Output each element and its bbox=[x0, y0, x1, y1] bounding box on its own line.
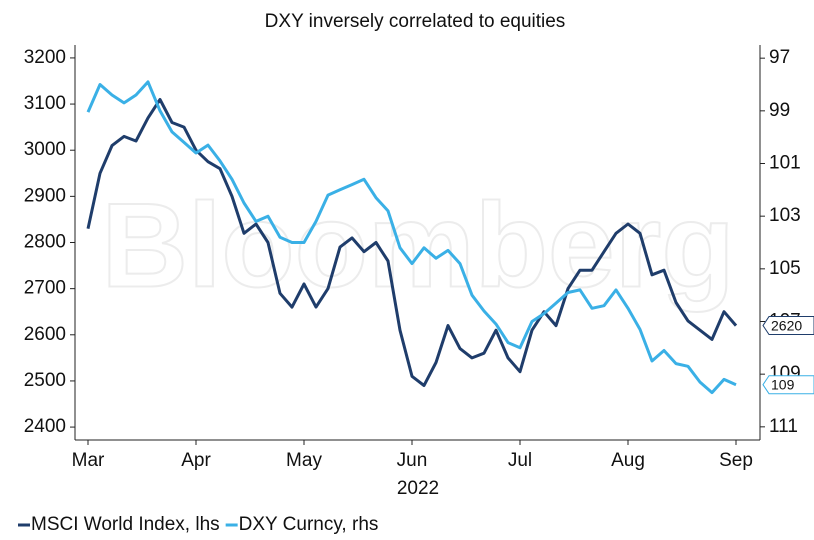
legend-label: MSCI World Index, lhs bbox=[31, 514, 220, 535]
y-tick-label: 2700 bbox=[24, 278, 66, 299]
last-value-label: 109 bbox=[771, 376, 795, 392]
y-tick-label: 2900 bbox=[24, 185, 66, 206]
y-tick-label: 2600 bbox=[24, 324, 66, 345]
x-tick-label: Mar bbox=[72, 450, 105, 471]
x-tick-label: Aug bbox=[611, 450, 645, 471]
watermark: Bloomberg bbox=[101, 179, 734, 313]
y2-tick-label: 99 bbox=[769, 100, 790, 121]
y-tick-label: 2500 bbox=[24, 370, 66, 391]
y-tick-label: 3000 bbox=[24, 139, 66, 160]
y-tick-label: 2400 bbox=[24, 416, 66, 437]
x-tick-label: Jun bbox=[397, 450, 428, 471]
legend-label: DXY Curncy, rhs bbox=[239, 514, 379, 535]
line-series bbox=[86, 80, 737, 395]
x-tick-label: May bbox=[286, 450, 322, 471]
last-value-tag bbox=[762, 375, 814, 395]
y-tick-label: 3100 bbox=[24, 93, 66, 114]
chart-title: DXY inversely correlated to equities bbox=[265, 11, 566, 32]
y2-tick-label: 101 bbox=[769, 153, 801, 174]
y2-tick-label: 111 bbox=[769, 416, 798, 437]
x-tick-label: Sep bbox=[719, 450, 753, 471]
y2-tick-label: 97 bbox=[769, 47, 790, 68]
y-tick-label: 3200 bbox=[24, 47, 66, 68]
last-value-label: 2620 bbox=[771, 317, 802, 333]
y2-tick-label: 105 bbox=[769, 258, 801, 279]
y2-tick-label: 103 bbox=[769, 205, 801, 226]
y-tick-label: 2800 bbox=[24, 232, 66, 253]
x-axis-label: 2022 bbox=[397, 478, 439, 499]
x-tick-label: Apr bbox=[181, 450, 211, 471]
last-value-tag bbox=[762, 316, 814, 336]
line-series bbox=[86, 98, 738, 387]
x-tick-label: Jul bbox=[508, 450, 532, 471]
